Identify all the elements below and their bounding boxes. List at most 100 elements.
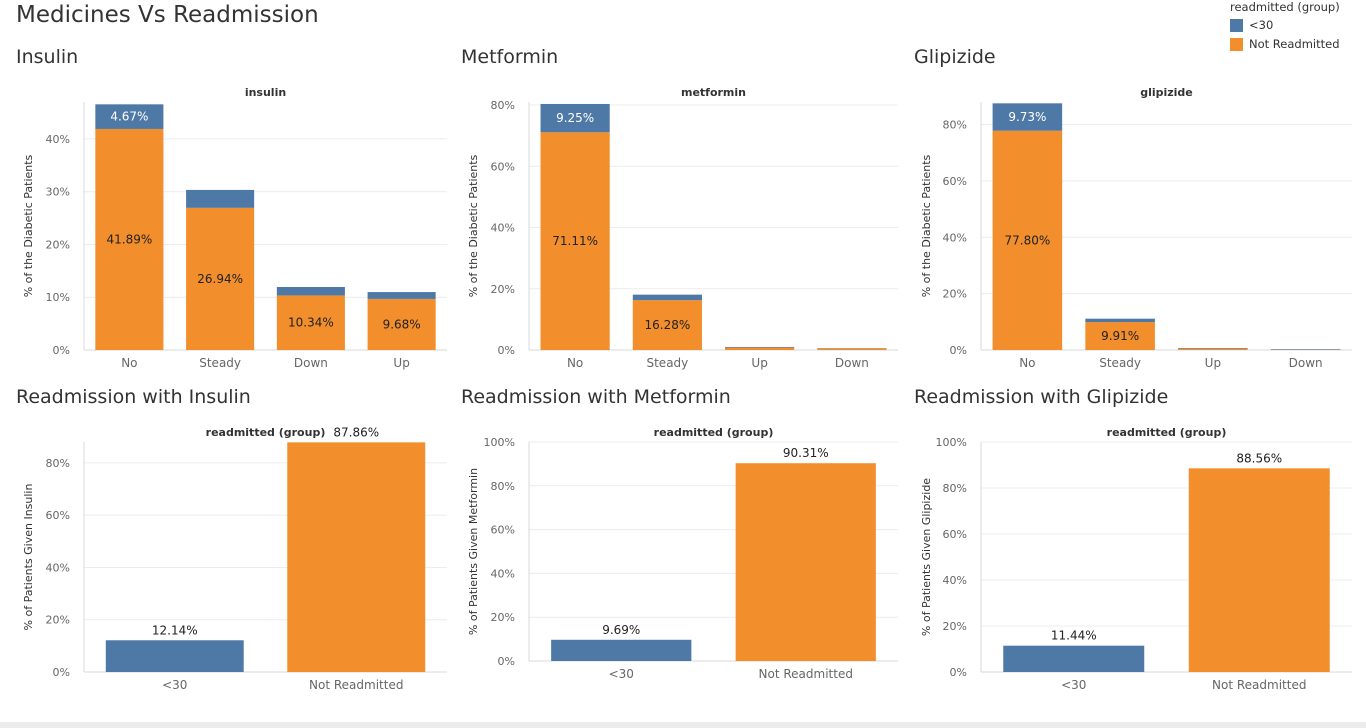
chart2-ytick-label: 80% — [491, 99, 515, 112]
chart1-label-lt30: 4.67% — [110, 110, 148, 124]
chart5-ytick-label: 80% — [491, 480, 515, 493]
chart2-xtick-label: Down — [835, 356, 869, 370]
chart4-ytick-label: 80% — [46, 457, 70, 470]
chart2-ytick-label: 0% — [498, 344, 515, 357]
chart3-bar-not-readmitted — [992, 130, 1063, 350]
chart3-xtick-label: Down — [1289, 356, 1323, 370]
chart6-bar-lt30 — [1003, 645, 1145, 672]
chart2-bar-not-readmitted — [725, 347, 795, 350]
legend-item-lt30[interactable]: <30 — [1230, 18, 1340, 32]
chart1-label-not-readmitted: 26.94% — [197, 272, 243, 286]
chart1-xtick-label: Down — [294, 356, 328, 370]
chart4-ytick-label: 60% — [46, 509, 70, 522]
chart1-label-not-readmitted: 10.34% — [288, 316, 334, 330]
chart3-xtick-label: Up — [1205, 356, 1221, 370]
chart4-ylabel: % of Patients Given Insulin — [22, 484, 35, 631]
chart1-ytick-label: 30% — [46, 186, 70, 199]
chart2-ylabel: % of the Diabetic Patients — [467, 154, 480, 297]
chart3-ytick-label: 0% — [950, 344, 967, 357]
chart6-ytick-label: 60% — [943, 528, 967, 541]
chart4-xtick-label: <30 — [162, 678, 187, 692]
chart5-ytick-label: 40% — [491, 567, 515, 580]
chart6-ytick-label: 100% — [936, 436, 967, 449]
legend-title: readmitted (group) — [1230, 0, 1340, 14]
chart1-bar-not-readmitted — [367, 298, 436, 350]
chart6-xtick-label: Not Readmitted — [1212, 678, 1306, 692]
chart1-ylabel: % of the Diabetic Patients — [22, 154, 35, 297]
chart5-header: readmitted (group) — [654, 426, 774, 439]
chart5-data-label: 90.31% — [783, 446, 829, 460]
chart4-ytick-label: 40% — [46, 561, 70, 574]
chart3-ytick-label: 20% — [943, 288, 967, 301]
chart3-bar-not-readmitted — [1085, 322, 1155, 350]
bottom-scroll-strip[interactable] — [0, 722, 1366, 728]
chart3-bar-lt30 — [1178, 348, 1248, 349]
chart2-bar-not-readmitted — [817, 348, 887, 350]
chart4-bar-not-readmitted — [287, 442, 426, 672]
chart1-ytick-label: 20% — [46, 238, 70, 251]
chart5-ytick-label: 20% — [491, 611, 515, 624]
chart2-xtick-label: Steady — [646, 356, 688, 370]
chart5-xtick-label: <30 — [609, 667, 634, 681]
chart1-ytick-label: 0% — [53, 344, 70, 357]
chart5-data-label: 9.69% — [602, 623, 640, 637]
chart5-bar-lt30 — [551, 639, 692, 661]
chart1-xtick-label: Steady — [199, 356, 241, 370]
chart2-bar-not-readmitted — [632, 300, 702, 350]
chart2-ytick-label: 60% — [491, 160, 515, 173]
chart5-xtick-label: Not Readmitted — [759, 667, 853, 681]
chart5-ytick-label: 0% — [498, 655, 515, 668]
chart1-bar-not-readmitted — [276, 295, 345, 350]
chart3-label-not-readmitted: 9.91% — [1101, 329, 1139, 343]
chart2-bar-not-readmitted — [540, 132, 610, 350]
chart4-bar-lt30 — [105, 640, 244, 672]
chart3-bar-not-readmitted — [1178, 348, 1248, 350]
chart3-bar-lt30 — [992, 103, 1063, 131]
chart2-xtick-label: No — [567, 356, 583, 370]
chart3-label-not-readmitted: 77.80% — [1004, 233, 1050, 247]
chart5-ytick-label: 100% — [484, 436, 515, 449]
chart1-xtick-label: No — [121, 356, 137, 370]
chart6-bar-not-readmitted — [1188, 468, 1330, 672]
chart6-data-label: 11.44% — [1051, 629, 1097, 643]
chart2-ytick-label: 40% — [491, 222, 515, 235]
chart6-ytick-label: 80% — [943, 482, 967, 495]
chart3-ytick-label: 60% — [943, 175, 967, 188]
chart4-ytick-label: 0% — [53, 666, 70, 679]
chart2-xtick-label: Up — [751, 356, 767, 370]
chart3-xtick-label: No — [1019, 356, 1035, 370]
chart1-label-not-readmitted: 9.68% — [383, 317, 421, 331]
panel-title-metformin: Metformin — [461, 46, 559, 68]
chart3-header: glipizide — [1140, 86, 1193, 99]
chart6-header: readmitted (group) — [1107, 426, 1227, 439]
chart1-xtick-label: Up — [393, 356, 409, 370]
chart3-label-lt30: 9.73% — [1008, 110, 1046, 124]
chart6-ytick-label: 40% — [943, 574, 967, 587]
chart1-bar-lt30 — [95, 104, 164, 129]
legend-label-lt30: <30 — [1249, 18, 1274, 32]
chart1-bar-lt30 — [186, 189, 255, 208]
chart5-bar-not-readmitted — [735, 463, 876, 661]
panel-title-glipizide: Glipizide — [914, 46, 996, 68]
legend-item-not-readmitted[interactable]: Not Readmitted — [1230, 37, 1340, 51]
color-legend[interactable]: readmitted (group) <30 Not Readmitted — [1230, 0, 1340, 56]
chart4-header: readmitted (group) — [206, 426, 326, 439]
chart3-ytick-label: 80% — [943, 119, 967, 132]
chart1-bar-lt30 — [276, 286, 345, 296]
chart1-ytick-label: 40% — [46, 133, 70, 146]
panel-title-readmission-glipizide: Readmission with Glipizide — [914, 386, 1169, 408]
chart1-header: insulin — [245, 86, 286, 99]
chart1-bar-not-readmitted — [186, 207, 255, 350]
chart5-ytick-label: 60% — [491, 524, 515, 537]
chart4-data-label: 87.86% — [333, 425, 379, 439]
dashboard-title: Medicines Vs Readmission — [16, 2, 319, 28]
chart6-ytick-label: 20% — [943, 620, 967, 633]
chart3-bar-lt30 — [1085, 318, 1155, 323]
chart2-label-not-readmitted: 71.11% — [552, 234, 598, 248]
chart2-bar-lt30 — [725, 346, 795, 348]
chart6-data-label: 88.56% — [1236, 451, 1282, 465]
chart1-label-not-readmitted: 41.89% — [106, 232, 152, 246]
chart2-bar-lt30 — [632, 294, 702, 301]
chart2-label-lt30: 9.25% — [556, 111, 594, 125]
